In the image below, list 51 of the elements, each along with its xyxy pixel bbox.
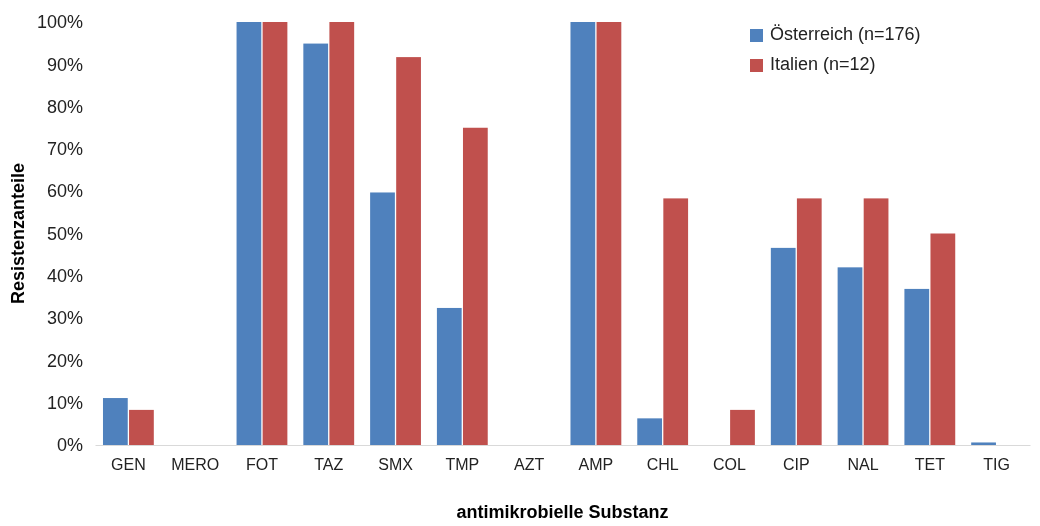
bar: [129, 409, 154, 445]
bar: [396, 57, 421, 445]
y-tick-label: 40%: [46, 266, 83, 287]
y-axis-title: Resistenzanteile: [8, 162, 28, 305]
bar: [637, 418, 663, 445]
y-tick-label: 10%: [46, 392, 83, 413]
y-tick-label: 0%: [56, 435, 83, 456]
x-tick-label: SMX: [378, 456, 414, 474]
bar: [730, 409, 755, 445]
bar: [262, 22, 288, 445]
x-tick-label: TAZ: [314, 456, 344, 474]
bar: [770, 247, 796, 445]
bar: [837, 267, 863, 445]
x-tick-label: CIP: [782, 456, 810, 474]
x-tick-label: MERO: [171, 456, 220, 474]
y-tick-label: 60%: [46, 181, 83, 202]
bar: [102, 398, 128, 445]
bar: [236, 22, 262, 445]
bar: [570, 22, 596, 445]
bar: [596, 22, 622, 445]
bar: [930, 233, 956, 445]
x-tick-label: GEN: [111, 456, 146, 474]
x-tick-label: TIG: [983, 456, 1010, 474]
x-tick-label: TMP: [445, 456, 480, 474]
y-tick-label: 80%: [46, 96, 83, 117]
y-tick-label: 90%: [46, 54, 83, 75]
bar: [303, 43, 329, 445]
x-tick-label: FOT: [245, 456, 279, 474]
x-tick-label: AZT: [514, 456, 545, 474]
legend-label: Österreich (n=176): [770, 24, 921, 44]
x-tick-label: AMP: [578, 456, 614, 474]
bar: [796, 198, 822, 445]
y-tick-label: 30%: [46, 308, 83, 329]
x-tick-label: TET: [914, 456, 946, 474]
bar: [663, 198, 689, 445]
bar: [370, 192, 395, 445]
y-tick-label: 100%: [36, 12, 83, 33]
x-tick-label: CHL: [646, 456, 679, 474]
bar: [863, 198, 889, 445]
y-tick-label: 50%: [46, 223, 83, 244]
bar: [462, 127, 488, 445]
x-tick-label: COL: [713, 456, 747, 474]
legend-label: Italien (n=12): [770, 54, 876, 74]
x-tick-label: NAL: [847, 456, 879, 474]
bar: [904, 288, 930, 445]
bar: [329, 22, 355, 445]
y-tick-label: 70%: [46, 139, 83, 160]
bar: [436, 307, 462, 445]
bar: [971, 442, 996, 445]
y-tick-label: 20%: [46, 350, 83, 371]
x-axis-title: antimikrobielle Substanz: [456, 502, 669, 522]
